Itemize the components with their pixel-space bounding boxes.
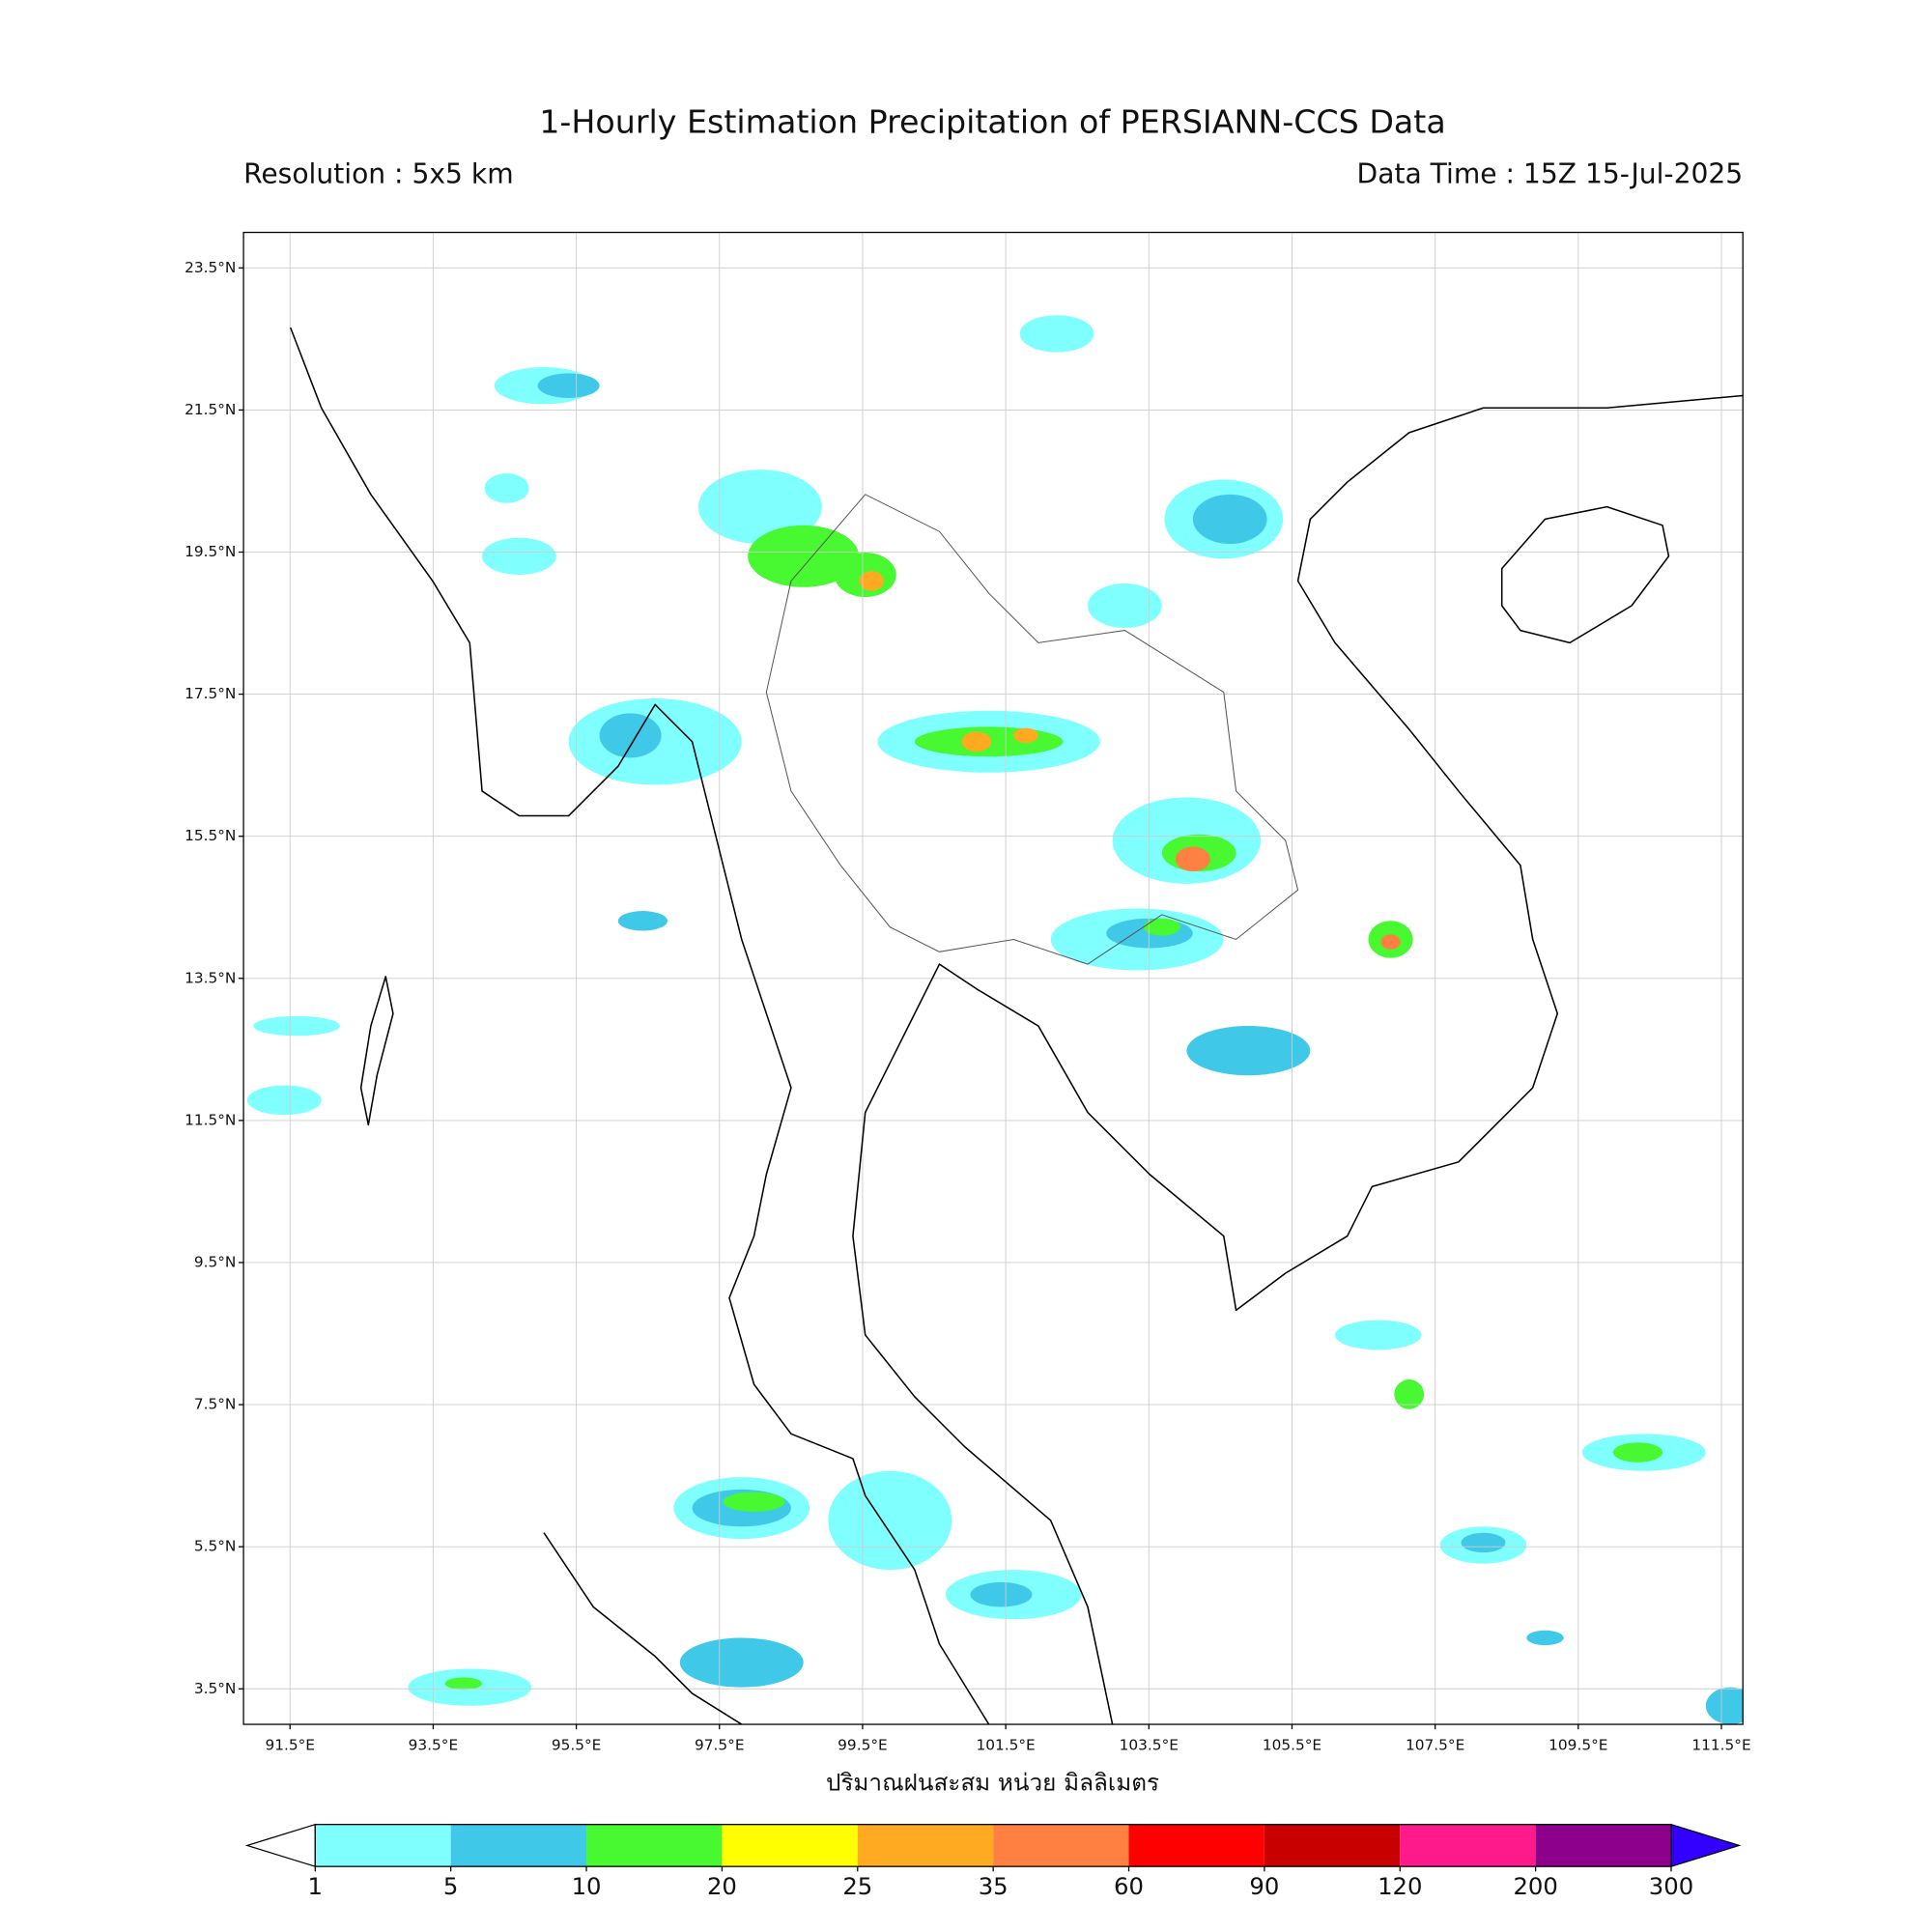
x-tick-label: 105.5°E <box>1263 1736 1321 1753</box>
rain-area <box>1705 1687 1744 1725</box>
colorbar-segment <box>1400 1824 1536 1867</box>
y-tick-label: 19.5°N <box>185 543 236 560</box>
colorbar-segment <box>993 1824 1129 1867</box>
colorbar-label: 90 <box>1249 1872 1279 1900</box>
colorbar-label: 20 <box>707 1872 737 1900</box>
rain-area <box>748 525 860 587</box>
colorbar-under <box>244 1823 316 1868</box>
rain-layer <box>246 315 1744 1725</box>
rain-area <box>1192 494 1267 545</box>
rain-area <box>961 731 992 752</box>
x-tick-label: 111.5°E <box>1691 1736 1750 1753</box>
rain-area <box>1461 1532 1506 1553</box>
rain-area <box>859 571 884 591</box>
rain-area <box>1380 934 1401 950</box>
coastline <box>289 327 1744 1725</box>
rain-area <box>723 1492 785 1512</box>
rain-area <box>484 473 529 503</box>
rain-area <box>246 1085 322 1116</box>
colorbar-label: 5 <box>443 1872 458 1900</box>
rain-area <box>1088 582 1162 629</box>
rain-area <box>970 1581 1033 1607</box>
colorbar-label: 35 <box>979 1872 1009 1900</box>
colorbar: 1 5 10 20 25 35 60 90 120 200 300 <box>244 1823 1742 1900</box>
rain-area <box>1175 846 1210 872</box>
colorbar-segment <box>1264 1824 1401 1867</box>
rain-area <box>482 537 556 576</box>
rain-area <box>1019 315 1094 353</box>
rain-area <box>599 713 662 758</box>
subtitle-left: Resolution : 5x5 km <box>243 158 514 190</box>
x-tick-label: 109.5°E <box>1548 1736 1607 1753</box>
colorbar-segment <box>857 1824 994 1867</box>
colorbar-label: 25 <box>842 1872 872 1900</box>
subtitle-right: Data Time : 15Z 15-Jul-2025 <box>1357 158 1744 190</box>
rain-area <box>1394 1379 1425 1409</box>
colorbar-segment <box>1128 1824 1264 1867</box>
y-tick-label: 23.5°N <box>185 259 236 276</box>
colorbar-label: 200 <box>1513 1872 1557 1900</box>
colorbar-label: 60 <box>1114 1872 1144 1900</box>
rain-area <box>444 1677 483 1690</box>
x-tick-label: 101.5°E <box>976 1736 1035 1753</box>
coastlines <box>289 327 1744 1725</box>
y-tick-label: 3.5°N <box>194 1680 237 1697</box>
rain-area <box>1526 1630 1564 1646</box>
hainan-island <box>1500 505 1670 644</box>
colorbar-over <box>1670 1823 1742 1868</box>
rain-area <box>537 373 600 399</box>
sumatra-coast <box>543 1532 743 1725</box>
y-tick-label: 7.5°N <box>194 1396 237 1413</box>
rain-area <box>253 1015 340 1037</box>
x-tick-label: 99.5°E <box>838 1736 888 1753</box>
y-tick-label: 21.5°N <box>185 401 236 418</box>
rain-area <box>1334 1320 1422 1350</box>
x-tick-label: 107.5°E <box>1406 1736 1464 1753</box>
map-frame <box>242 231 1744 1725</box>
y-tick-label: 15.5°N <box>185 827 236 844</box>
y-tick-label: 11.5°N <box>185 1111 236 1128</box>
x-tick-label: 91.5°E <box>265 1736 315 1753</box>
y-tick-label: 9.5°N <box>194 1253 237 1270</box>
colorbar-segment <box>315 1824 451 1867</box>
rain-area <box>679 1637 804 1688</box>
rain-area <box>828 1470 952 1571</box>
andaman-islands <box>359 976 394 1126</box>
rain-area <box>1013 727 1038 744</box>
rain-area <box>1186 1026 1311 1076</box>
rain-area <box>1143 918 1181 936</box>
thailand-border <box>765 494 1299 965</box>
colorbar-label: 10 <box>572 1872 602 1900</box>
x-tick-label: 93.5°E <box>409 1736 459 1753</box>
colorbar-label: 1 <box>308 1872 323 1900</box>
rain-area <box>617 911 668 931</box>
y-tick-label: 17.5°N <box>185 685 236 702</box>
x-tick-label: 95.5°E <box>552 1736 602 1753</box>
rain-area <box>697 469 822 545</box>
colorbar-segment <box>722 1824 858 1867</box>
colorbar-label: 120 <box>1378 1872 1422 1900</box>
colorbar-segment <box>450 1824 587 1867</box>
title: 1-Hourly Estimation Precipitation of PER… <box>539 102 1445 140</box>
x-tick-label: 97.5°E <box>695 1736 745 1753</box>
x-tick-label: 103.5°E <box>1120 1736 1179 1753</box>
colorbar-label: 300 <box>1649 1872 1693 1900</box>
rain-area <box>1612 1442 1663 1463</box>
y-tick-label: 5.5°N <box>194 1538 237 1555</box>
grid: 91.5°E 93.5°E 95.5°E 97.5°E 99.5°E 101.5°E 103… <box>185 232 1751 1753</box>
x-axis-label: ปริมาณฝนสะสม หน่วย มิลลิเมตร <box>826 1768 1159 1796</box>
colorbar-segment <box>1535 1824 1672 1867</box>
y-tick-label: 13.5°N <box>185 969 236 986</box>
colorbar-segment <box>586 1824 723 1867</box>
